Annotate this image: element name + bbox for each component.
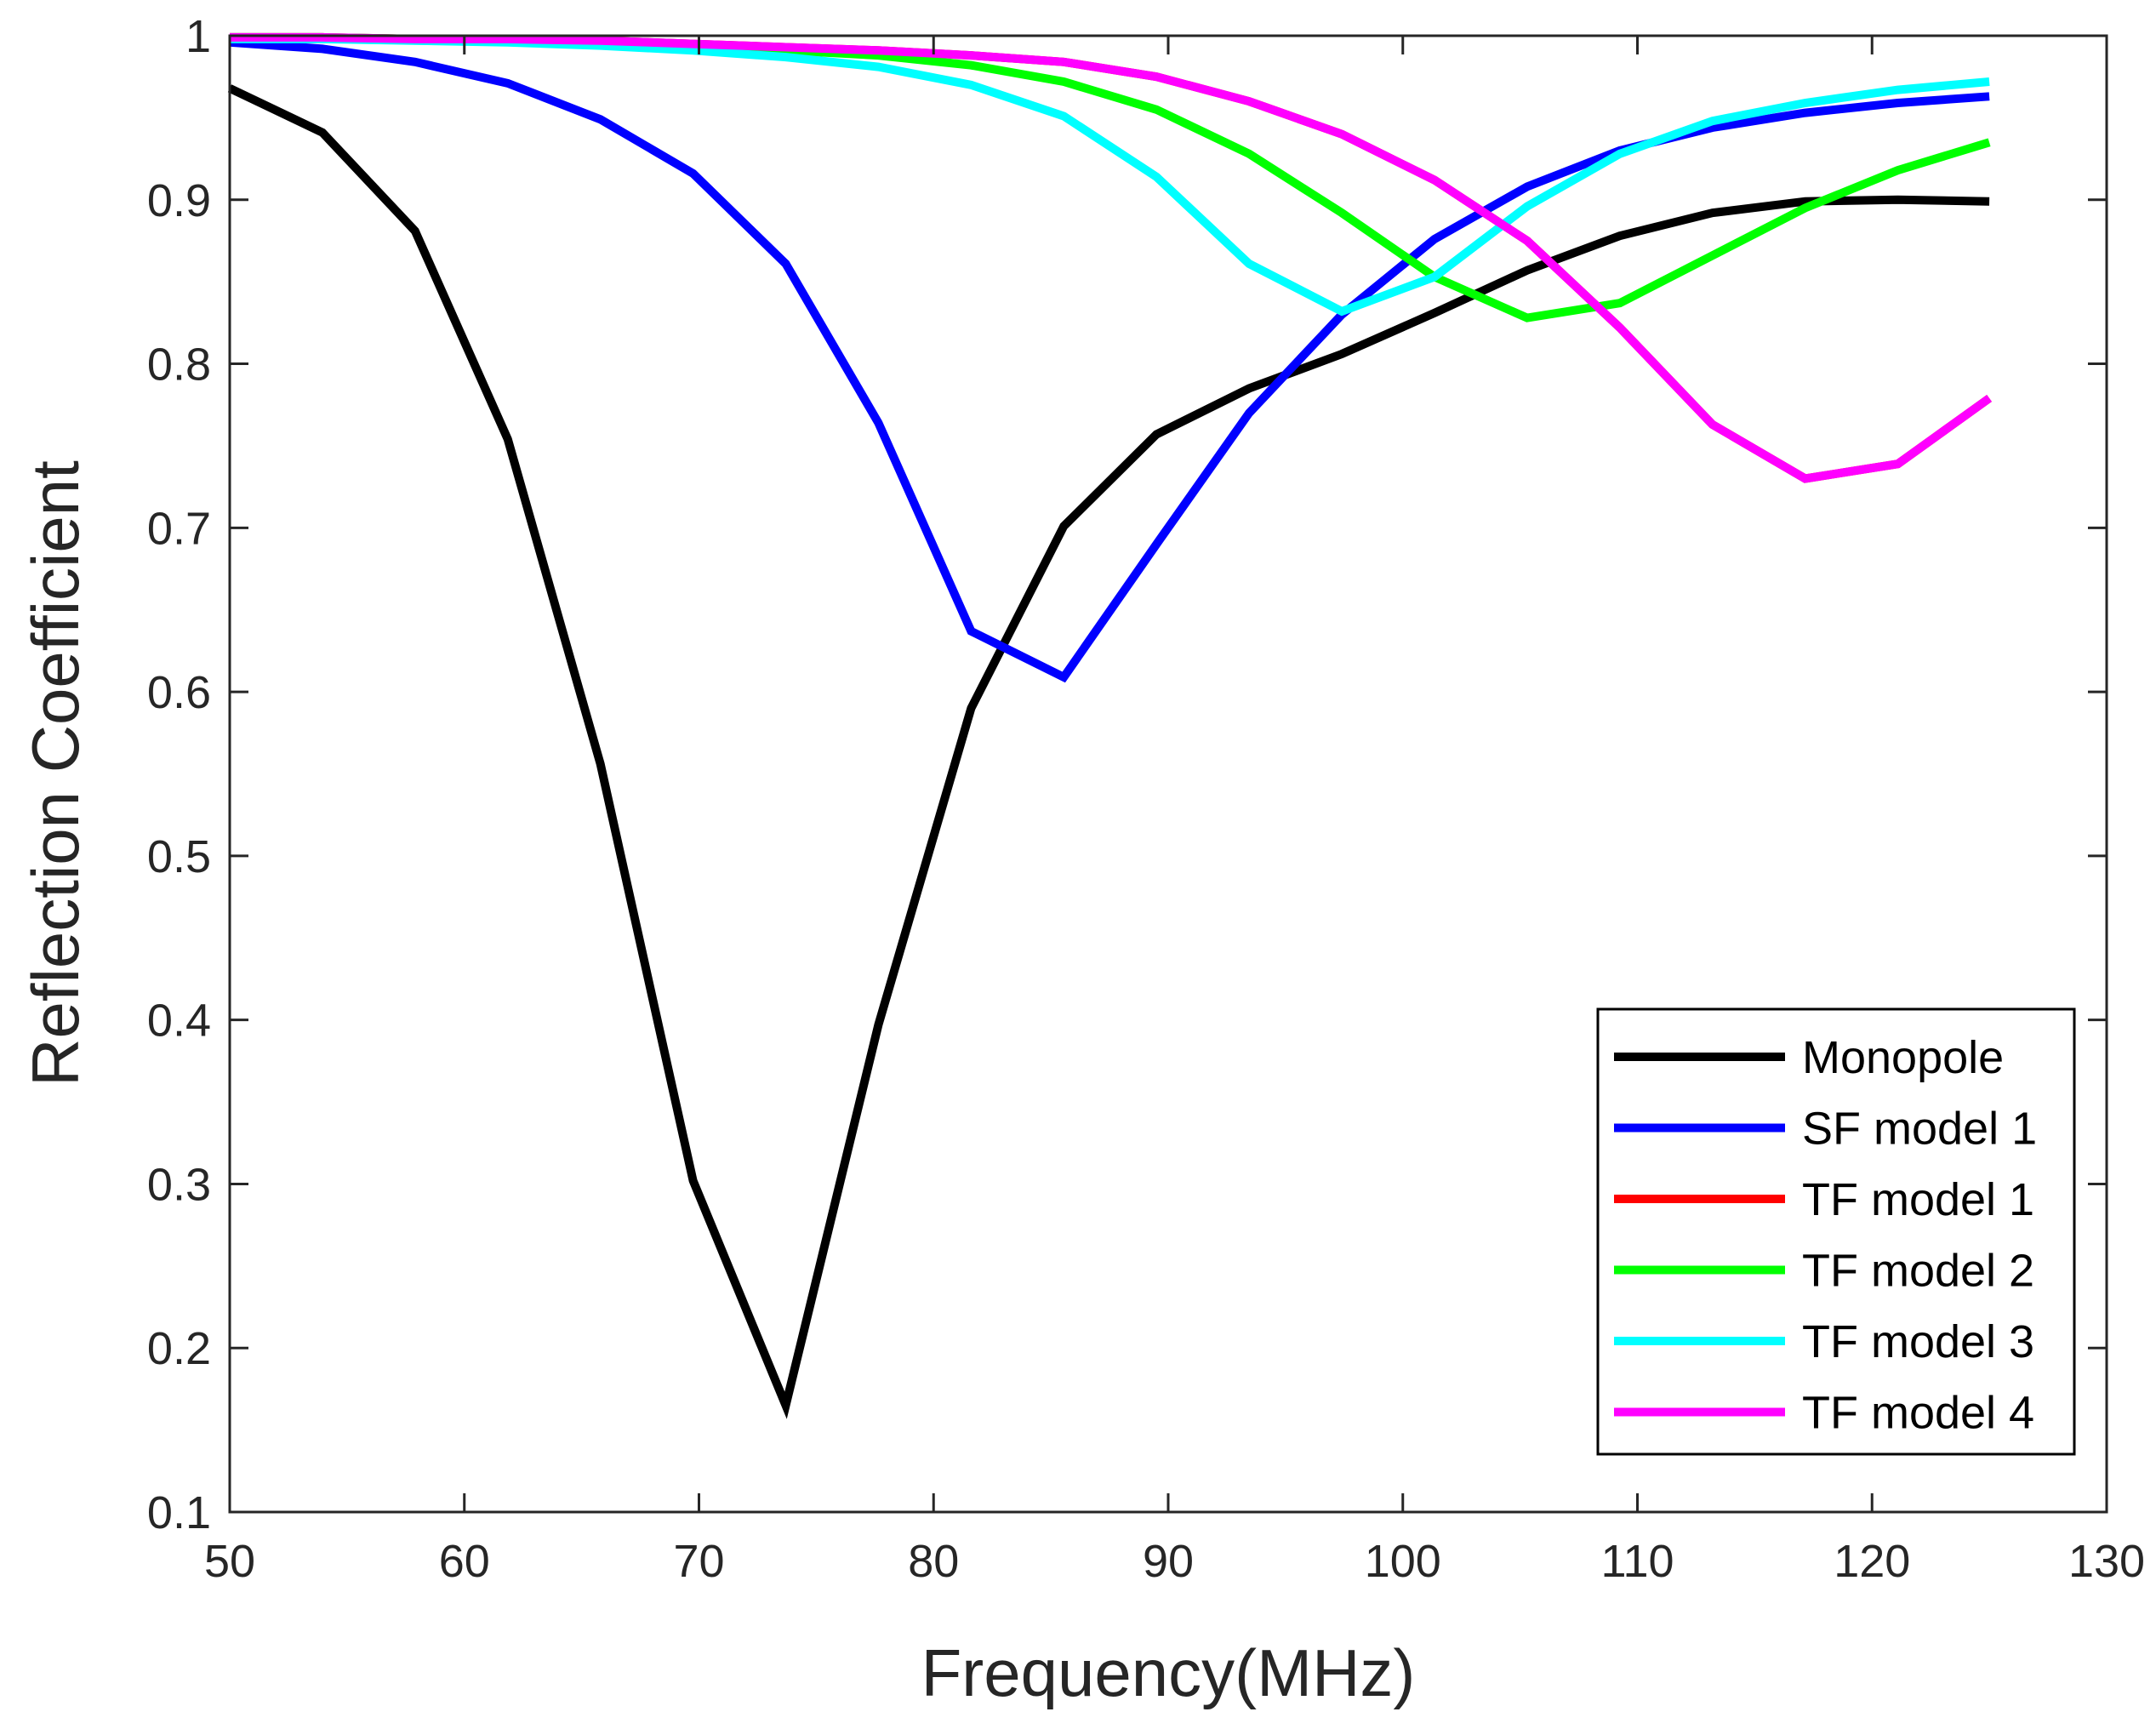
- y-tick-label: 0.8: [147, 340, 211, 391]
- y-tick-label: 0.4: [147, 996, 211, 1047]
- series-layer: [227, 32, 1993, 1419]
- legend: Monopole SF model 1 TF model 1 TF model 2 TF…: [1596, 1007, 2076, 1456]
- y-axis-title: Reflection Coefficient: [18, 460, 93, 1087]
- series-line-tf-model-4: [230, 32, 1993, 483]
- x-tick-label: 80: [908, 1536, 959, 1587]
- legend-label-tf-model-3: TF model 3: [1802, 1316, 2034, 1367]
- legend-label-tf-model-2: TF model 2: [1802, 1246, 2034, 1297]
- legend-label-sf-model-1: SF model 1: [1802, 1104, 2037, 1155]
- x-tick-label: 110: [1600, 1536, 1674, 1587]
- x-tick-label: 60: [439, 1536, 490, 1587]
- x-tick-label: 100: [1365, 1536, 1441, 1587]
- legend-label-tf-model-1: TF model 1: [1802, 1174, 2034, 1225]
- y-tick-label: 0.1: [147, 1487, 211, 1538]
- x-tick-label: 130: [2068, 1536, 2145, 1587]
- series-line-monopole: [227, 84, 1990, 1419]
- legend-label-monopole: Monopole: [1802, 1032, 2004, 1083]
- x-tick-label: 50: [204, 1536, 255, 1587]
- series-line-sf-model-1: [229, 37, 1990, 683]
- y-tick-label: 0.9: [147, 175, 211, 226]
- y-tick-label: 0.5: [147, 831, 211, 882]
- y-tick-label: 0.6: [147, 667, 211, 718]
- axes-layer: 50 60 70 80 90 100 110 120 130 0.1 0.2 0.3 0.4 0.5 0.6…: [147, 11, 2145, 1587]
- x-tick-label: 120: [1834, 1536, 1910, 1587]
- y-tick-label: 0.2: [147, 1323, 211, 1374]
- x-tick-label: 90: [1143, 1536, 1194, 1587]
- legend-box: [1596, 1007, 2076, 1456]
- y-tick-label: 1: [185, 11, 211, 62]
- x-tick-label: 70: [673, 1536, 724, 1587]
- x-axis-title: Frequency(MHz): [921, 1635, 1416, 1710]
- y-tick-label: 0.7: [147, 503, 211, 554]
- y-tick-label: 0.3: [147, 1159, 211, 1210]
- legend-label-tf-model-4: TF model 4: [1802, 1388, 2034, 1439]
